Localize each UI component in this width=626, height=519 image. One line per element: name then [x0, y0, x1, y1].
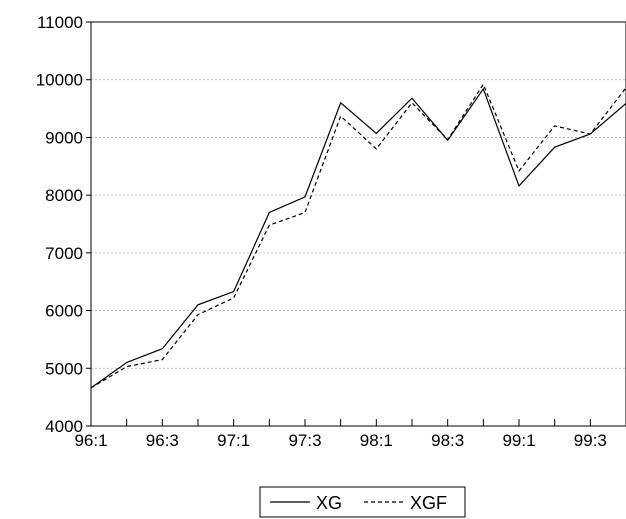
plot-frame — [90, 21, 626, 427]
legend: XG XGF — [259, 486, 466, 518]
x-tick-label: 98:1 — [360, 431, 393, 450]
gridlines — [91, 79, 626, 369]
y-tick-label: 4000 — [45, 417, 83, 436]
y-tick-label: 7000 — [45, 244, 83, 263]
x-tick-label: 99:3 — [574, 431, 607, 450]
x-tick-label: 96:1 — [74, 431, 107, 450]
y-tick-label: 9000 — [45, 128, 83, 147]
y-tick-label: 5000 — [45, 359, 83, 378]
y-tick-label: 10000 — [36, 71, 83, 90]
legend-label-xgf: XGF — [410, 493, 447, 513]
x-axis: 96:1 96:3 97:1 97:3 98:1 98:3 99:1 99:3 — [74, 419, 626, 450]
y-tick-label: 6000 — [45, 302, 83, 321]
series-line-xg — [90, 87, 626, 389]
x-tick-label: 97:1 — [217, 431, 250, 450]
y-axis: 4000 5000 6000 7000 8000 9000 10000 11000 — [36, 13, 91, 436]
legend-label-xg: XG — [316, 493, 342, 513]
y-tick-label: 11000 — [37, 13, 83, 32]
x-tick-label: 96:3 — [146, 431, 179, 450]
x-tick-label: 97:3 — [288, 431, 321, 450]
x-tick-label: 99:1 — [502, 431, 535, 450]
y-tick-label: 8000 — [45, 186, 83, 205]
series-layer — [90, 83, 626, 389]
x-tick-label: 98:3 — [431, 431, 464, 450]
series-line-xgf — [90, 83, 626, 389]
